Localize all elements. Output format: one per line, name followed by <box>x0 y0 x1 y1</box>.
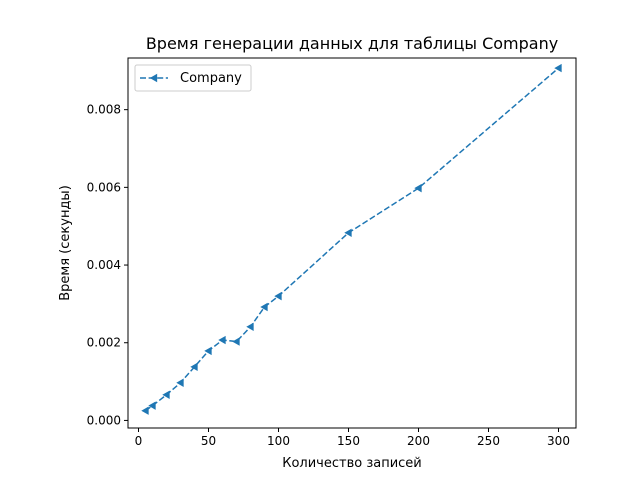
x-tick-label: 300 <box>547 434 570 448</box>
y-tick-label: 0.008 <box>87 103 121 117</box>
y-axis-label: Время (секунды) <box>58 185 73 301</box>
data-point <box>162 390 170 399</box>
data-point <box>148 401 156 410</box>
data-point <box>414 183 422 193</box>
data-point <box>204 346 212 356</box>
plot-area <box>141 63 562 415</box>
legend-box <box>134 64 252 92</box>
x-tick-label: 200 <box>407 434 430 448</box>
data-point <box>176 378 184 387</box>
y-tick-label: 0.002 <box>87 336 121 350</box>
data-point <box>260 302 268 312</box>
x-tick-label: 250 <box>477 434 500 448</box>
data-point <box>232 337 240 346</box>
data-point <box>246 322 254 332</box>
x-tick-label: 100 <box>267 434 290 448</box>
x-tick-label: 0 <box>135 434 143 448</box>
y-tick-label: 0.000 <box>87 413 121 427</box>
x-axis-label: Количество записей <box>282 456 422 471</box>
data-point <box>218 335 226 345</box>
data-point <box>554 63 562 73</box>
axes-frame <box>127 57 577 429</box>
axis-ticks: 0 50 100 150 200 250 300 0.000 0.002 0.004 0.006 0.… <box>87 103 570 448</box>
x-tick-label: 50 <box>201 434 216 448</box>
data-point <box>190 362 198 372</box>
data-point <box>274 291 282 301</box>
legend-marker <box>149 73 158 83</box>
y-tick-label: 0.004 <box>87 258 121 272</box>
chart-title: Время генерации данных для таблицы Compa… <box>146 34 558 53</box>
data-point <box>141 406 149 415</box>
legend: Company <box>134 64 252 92</box>
x-tick-label: 150 <box>337 434 360 448</box>
data-point <box>344 228 352 238</box>
legend-entry-company: Company <box>180 71 242 86</box>
y-tick-label: 0.006 <box>87 180 121 194</box>
